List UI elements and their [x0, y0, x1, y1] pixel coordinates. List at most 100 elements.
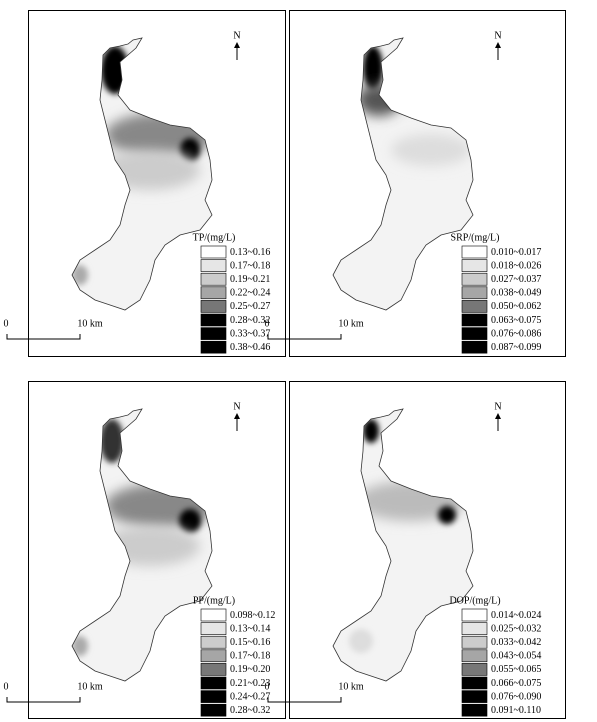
legend-label: 0.25~0.27: [230, 301, 270, 312]
north-label: N: [494, 30, 501, 41]
legend-swatch: [461, 649, 488, 663]
legend-label: 0.038~0.049: [491, 288, 541, 299]
legend-title: SRP/(mg/L): [451, 232, 500, 243]
concentration-area: [100, 419, 124, 463]
legend-label: 0.19~0.20: [230, 664, 270, 675]
concentration-area: [391, 134, 471, 166]
scale-start: 0: [4, 681, 9, 692]
legend-swatch: [461, 327, 488, 340]
legend-label: 0.13~0.14: [230, 623, 270, 634]
legend-swatch: [200, 300, 227, 313]
legend-label: 0.066~0.075: [491, 678, 541, 689]
scale-end: 10 km: [338, 681, 364, 692]
legend-label: 0.24~0.27: [230, 691, 270, 702]
legend-swatch: [461, 313, 488, 327]
legend-swatch: [200, 622, 227, 635]
legend-label: 0.098~0.12: [230, 610, 275, 621]
legend-swatch: [200, 327, 227, 340]
north-arrow-head: [234, 42, 240, 48]
legend-swatch: [200, 663, 227, 676]
legend-label: 0.17~0.18: [230, 260, 270, 271]
legend-label: 0.014~0.024: [491, 610, 541, 621]
legend-swatch: [200, 313, 227, 327]
legend-label: 0.17~0.18: [230, 651, 270, 662]
concentration-area: [363, 419, 379, 443]
legend-label: 0.010~0.017: [491, 247, 541, 258]
legend-swatch: [461, 622, 488, 635]
legend-title: DOP/(mg/L): [449, 595, 500, 606]
legend-swatch: [200, 635, 227, 649]
legend-swatch: [461, 690, 488, 703]
legend-label: 0.22~0.24: [230, 288, 270, 299]
lake-outline: [332, 37, 474, 311]
legend-swatch: [461, 245, 488, 259]
legend-label: 0.21~0.23: [230, 678, 270, 689]
scale-start: 0: [265, 318, 270, 329]
legend-swatch: [461, 663, 488, 676]
legend-swatch: [461, 676, 488, 690]
scale-bar: [6, 697, 81, 703]
legend-swatch: [461, 300, 488, 313]
legend-label: 0.055~0.065: [491, 664, 541, 675]
legend-label: 0.28~0.32: [230, 705, 270, 716]
legend-swatch: [461, 608, 488, 622]
legend-label: 0.28~0.32: [230, 315, 270, 326]
north-arrow-head: [495, 42, 501, 48]
legend-label: 0.043~0.054: [491, 651, 541, 662]
north-arrow-head: [234, 413, 240, 419]
concentration-area: [179, 509, 201, 533]
legend-swatch: [200, 608, 227, 622]
legend-label: 0.018~0.026: [491, 260, 541, 271]
legend-swatch: [200, 676, 227, 690]
legend-label: 0.076~0.086: [491, 328, 541, 339]
legend-label: 0.15~0.16: [230, 637, 270, 648]
legend-swatch: [461, 340, 488, 354]
lake-outline: [71, 37, 213, 311]
legend-swatch: [200, 690, 227, 703]
concentration-area: [363, 46, 383, 90]
scale-bar: [267, 334, 342, 340]
legend-swatch: [461, 703, 488, 717]
concentration-area: [72, 636, 88, 656]
concentration-area: [349, 629, 373, 653]
legend-label: 0.19~0.21: [230, 274, 270, 285]
legend-label: 0.025~0.032: [491, 623, 541, 634]
legend-title: PP/(mg/L): [193, 595, 235, 606]
legend-label: 0.050~0.062: [491, 301, 541, 312]
concentration-area: [72, 265, 88, 285]
lake-outline: [332, 408, 474, 682]
legend-swatch: [200, 340, 227, 354]
legend-swatch: [461, 286, 488, 300]
concentration-area: [438, 506, 456, 524]
north-label: N: [233, 30, 240, 41]
legend-label: 0.027~0.037: [491, 274, 541, 285]
legend-label: 0.33~0.37: [230, 328, 270, 339]
legend-swatch: [200, 245, 227, 259]
north-arrow-head: [495, 413, 501, 419]
legend-swatch: [200, 272, 227, 286]
lake-outline: [71, 408, 213, 682]
scale-start: 0: [4, 318, 9, 329]
scale-start: 0: [265, 681, 270, 692]
legend-label: 0.033~0.042: [491, 637, 541, 648]
legend-swatch: [200, 703, 227, 717]
legend-label: 0.076~0.090: [491, 691, 541, 702]
legend-label: 0.087~0.099: [491, 342, 541, 353]
legend-swatch: [461, 272, 488, 286]
scale-bar: [6, 334, 81, 340]
legend-swatch: [461, 259, 488, 272]
legend-label: 0.38~0.46: [230, 342, 270, 353]
scale-end: 10 km: [77, 681, 103, 692]
legend-label: 0.13~0.16: [230, 247, 270, 258]
legend-swatch: [200, 286, 227, 300]
legend-label: 0.091~0.110: [491, 705, 541, 716]
legend-swatch: [200, 649, 227, 663]
north-label: N: [233, 401, 240, 412]
legend-label: 0.063~0.075: [491, 315, 541, 326]
scale-end: 10 km: [77, 318, 103, 329]
scale-bar: [267, 697, 342, 703]
legend-title: TP/(mg/L): [193, 232, 236, 243]
north-label: N: [494, 401, 501, 412]
legend-swatch: [200, 259, 227, 272]
